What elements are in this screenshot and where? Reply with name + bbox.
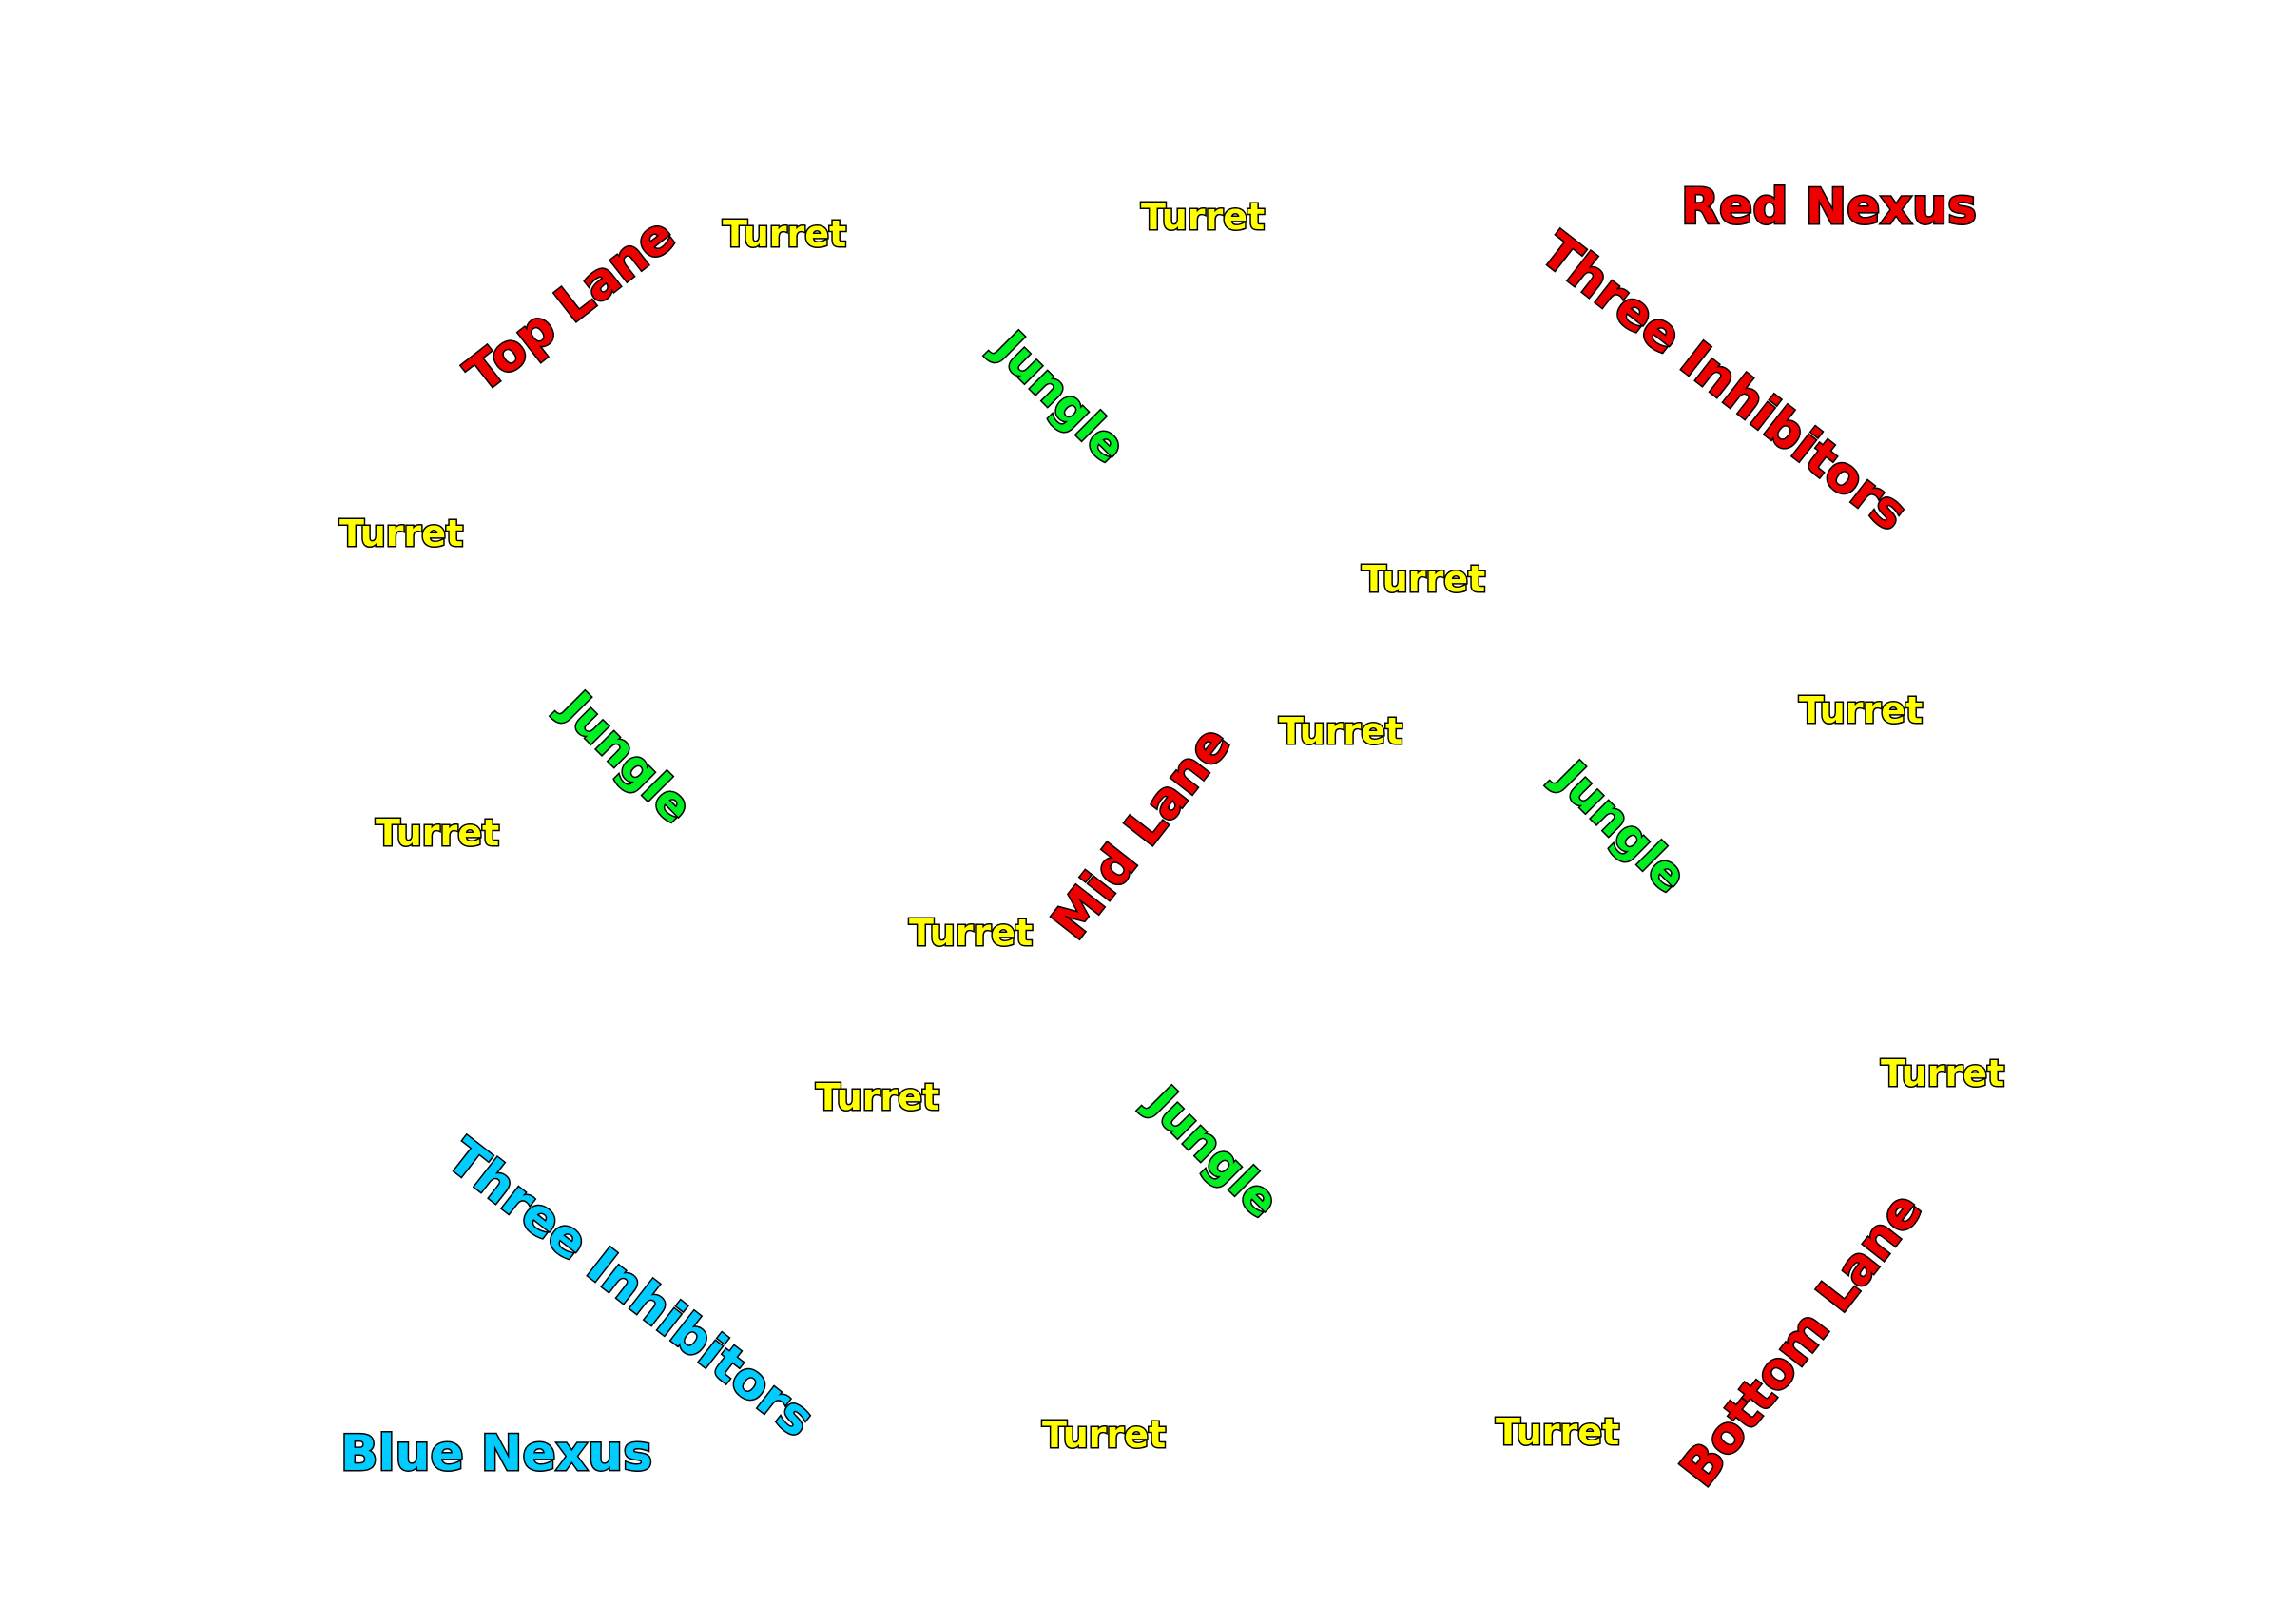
turret-label: Turret (721, 213, 847, 255)
blue-nexus-label: Blue Nexus (338, 1425, 653, 1482)
red-nexus-label: Red Nexus (1680, 179, 1979, 236)
blue-inhibitors-label: Three Inhibitors (435, 1127, 825, 1450)
mid-lane-label: Mid Lane (1040, 714, 1244, 951)
turret-label: Turret (907, 912, 1034, 954)
turret-label: Turret (338, 512, 464, 554)
bottom-lane-label: Bottom Lane (1669, 1181, 1935, 1498)
red-inhibitors-label: Three Inhibitors (1529, 221, 1919, 544)
top-lane-label: Top Lane (454, 205, 687, 405)
turret-label: Turret (374, 812, 500, 854)
turret-label: Turret (1494, 1411, 1620, 1453)
turret-label: Turret (1040, 1414, 1167, 1456)
turret-label: Turret (1879, 1053, 2005, 1094)
turret-label: Turret (1797, 689, 1924, 731)
turret-label: Turret (814, 1076, 940, 1118)
jungle-label: Jungle (1544, 750, 1699, 905)
jungle-label: Jungle (1136, 1075, 1291, 1230)
turret-label: Turret (1360, 558, 1486, 600)
turret-label: Turret (1277, 710, 1403, 752)
turret-label: Turret (1139, 196, 1266, 238)
jungle-label: Jungle (983, 320, 1138, 475)
jungle-label: Jungle (550, 681, 705, 836)
